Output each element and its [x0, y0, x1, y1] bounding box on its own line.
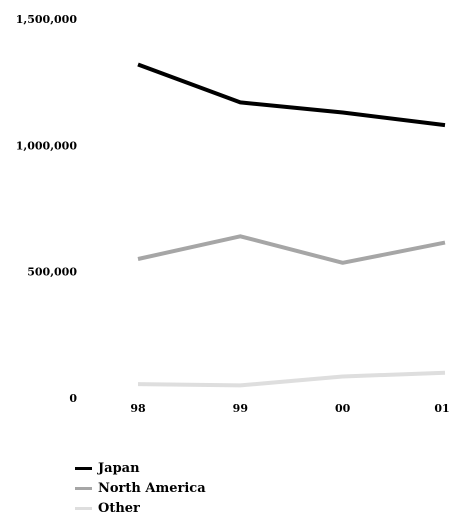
legend-label-japan: Japan — [98, 460, 140, 476]
series-lines — [137, 62, 446, 388]
legend-swatch-japan — [75, 466, 92, 470]
legend-item-north-america: North America — [75, 478, 206, 498]
y-tick-label: 1,500,000 — [16, 13, 78, 26]
x-tick-label: 01 — [434, 402, 449, 415]
x-axis-ticks: 98 99 00 01 — [130, 402, 449, 415]
x-tick-label: 00 — [335, 402, 351, 415]
series-line-north-america — [137, 234, 446, 265]
legend-item-japan: Japan — [75, 458, 206, 478]
series-line-japan — [137, 62, 446, 128]
y-tick-label: 0 — [69, 392, 77, 405]
y-tick-label: 1,000,000 — [16, 139, 78, 152]
legend: Japan North America Other — [75, 458, 206, 518]
x-tick-label: 98 — [130, 402, 146, 415]
x-tick-label: 99 — [233, 402, 248, 415]
legend-label-north-america: North America — [98, 480, 206, 496]
line-chart: 1,500,000 1,000,000 500,000 0 98 99 00 01 — [16, 13, 450, 415]
legend-item-other: Other — [75, 498, 206, 518]
y-tick-label: 500,000 — [27, 266, 77, 279]
legend-label-other: Other — [98, 500, 140, 516]
y-axis-ticks: 1,500,000 1,000,000 500,000 0 — [16, 13, 78, 405]
series-line-other — [137, 370, 446, 388]
legend-swatch-other — [75, 506, 92, 510]
legend-swatch-north-america — [75, 486, 92, 490]
